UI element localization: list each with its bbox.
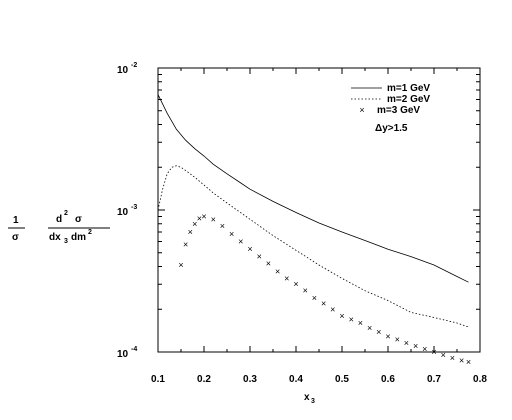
legend-label-m2: m=2 GeV <box>387 94 430 105</box>
series-m3-point: × <box>178 260 183 270</box>
y-label-numerator-sup: 2 <box>64 210 68 217</box>
series-m3-point: × <box>192 219 197 229</box>
x-tick-label: 0.4 <box>289 374 303 385</box>
x-tick-label: 0.7 <box>427 374 441 385</box>
x-axis-label: x <box>304 392 310 403</box>
x-tick-label: 0.2 <box>197 374 211 385</box>
series-m3-point: × <box>312 293 317 303</box>
series-m3-point: × <box>413 341 418 351</box>
y-tick-label-exponent: -3 <box>131 204 137 211</box>
series-m3-point: × <box>330 304 335 314</box>
series-m3-point: × <box>257 252 262 262</box>
x-axis-label-subscript: 3 <box>311 398 315 405</box>
series-m3-point: × <box>466 357 471 367</box>
y-label-denominator-sub: 3 <box>64 238 68 245</box>
legend-label-m3: m=3 GeV <box>377 105 420 116</box>
x-tick-label: 0.1 <box>151 374 165 385</box>
y-label-numerator-sigma: σ <box>75 214 82 225</box>
y-tick-label-exponent: -2 <box>131 62 137 69</box>
series-m3-point: × <box>339 311 344 321</box>
x-tick-label: 0.5 <box>335 374 349 385</box>
y-tick-label: 10 <box>117 349 129 360</box>
series-m3-point: × <box>422 344 427 354</box>
y-tick-label: 10 <box>117 207 129 218</box>
y-label-denominator-dx: dx <box>49 232 61 243</box>
series-m3-point: × <box>197 214 202 224</box>
series-m3-point: × <box>247 244 252 254</box>
series-m3-point: × <box>404 338 409 348</box>
series-m3-point: × <box>367 323 372 333</box>
y-tick-label: 10 <box>117 65 129 76</box>
series-m3-point: × <box>441 350 446 360</box>
series-m3-point: × <box>395 335 400 345</box>
x-tick-label: 0.6 <box>381 374 395 385</box>
series-m3-point: × <box>431 347 436 357</box>
series-m3-point: × <box>188 227 193 237</box>
x-tick-label: 0.8 <box>473 374 487 385</box>
series-m3-point: × <box>358 318 363 328</box>
series-m3-point: × <box>284 273 289 283</box>
series-m3-point: × <box>459 356 464 366</box>
series-m3-point: × <box>229 229 234 239</box>
series-m3-point: × <box>349 314 354 324</box>
x-tick-labels: 0.1 0.2 0.3 0.4 0.5 0.6 0.7 0.8 <box>151 374 487 385</box>
annotation-delta-y: Δy>1.5 <box>375 123 408 134</box>
y-axis-label: 1 σ d 2 σ dx 3 dm 2 <box>8 210 110 245</box>
series-m3-point: × <box>183 240 188 250</box>
series-m3-point: × <box>201 211 206 221</box>
plot-frame <box>157 67 481 353</box>
y-label-left-numerator: 1 <box>13 215 19 226</box>
y-tick-labels: 10-210-310-4 <box>117 62 137 360</box>
series-m3-point: × <box>238 237 243 247</box>
y-label-denominator-dm: dm <box>71 232 86 243</box>
y-label-numerator-d: d <box>56 214 62 225</box>
series-m3-point: × <box>321 298 326 308</box>
series-m3-point: × <box>385 331 390 341</box>
series-m3-point: × <box>266 258 271 268</box>
legend-marker-m3: × <box>359 105 364 115</box>
series-m2-line <box>157 165 469 328</box>
series-m3-point: × <box>293 279 298 289</box>
axis-ticks <box>157 68 481 353</box>
series-m1-line <box>157 94 469 283</box>
series-m3-point: × <box>450 353 455 363</box>
y-label-left-denominator: σ <box>12 232 19 243</box>
x-tick-label: 0.3 <box>243 374 257 385</box>
series-m3-point: × <box>220 221 225 231</box>
series-m3-point: × <box>211 214 216 224</box>
series-m3-point: × <box>303 286 308 296</box>
legend: m=1 GeV m=2 GeV × m=3 GeV Δy>1.5 <box>351 83 430 134</box>
series-m3-point: × <box>376 327 381 337</box>
y-tick-label-exponent: -4 <box>131 346 137 353</box>
series-m3-point: × <box>275 266 280 276</box>
legend-label-m1: m=1 GeV <box>387 83 430 94</box>
series-layer: ××××× × ××××××××××××××× × × × × × × × × × × × × × × <box>157 94 471 367</box>
y-label-denominator-sup: 2 <box>88 229 92 236</box>
